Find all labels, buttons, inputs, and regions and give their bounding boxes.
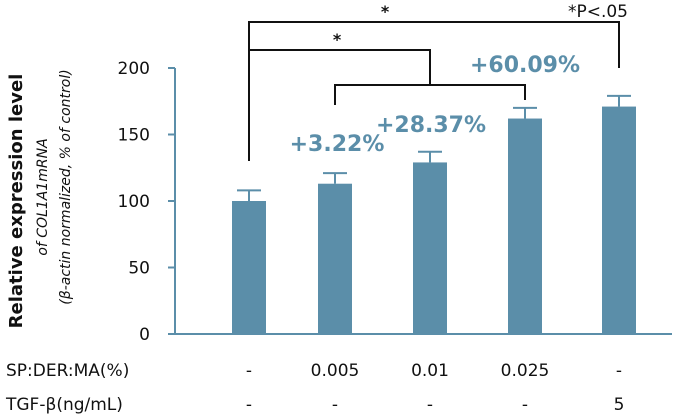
bar (413, 162, 447, 334)
significance-note: *P<.05 (568, 2, 628, 22)
significance-brackets: * *P<.05 * (248, 2, 628, 161)
y-tick-label: 0 (139, 325, 150, 345)
condition-cell: 0.01 (411, 361, 449, 381)
y-tick-label: 150 (118, 126, 150, 146)
y-axis-title: Relative expression level (6, 74, 27, 329)
condition-cell: 0.025 (501, 361, 550, 381)
labels-layer: +3.22%+28.37% +60.09% SP:DER:MA(%) - 0.005 0.… (5, 53, 624, 415)
bracket-inner (248, 49, 431, 161)
condition-cell: 5 (614, 395, 625, 415)
significance-star-outer: * (381, 2, 390, 21)
percent-change-label: +60.09% (470, 53, 580, 78)
y-axis-subtitle-2: (β-actin normalized, % of control) (58, 69, 74, 304)
y-axis-subtitle: of COL1A1mRNA (35, 138, 51, 255)
y-tick-label: 50 (128, 259, 150, 279)
bar (602, 106, 636, 334)
bar (318, 183, 352, 334)
bar (232, 201, 266, 334)
condition-cell: - (616, 361, 622, 381)
condition-cell: - (332, 395, 338, 415)
y-tick-label: 200 (118, 59, 150, 79)
condition-row-label: SP:DER:MA(%) (6, 361, 129, 381)
condition-cell: - (522, 395, 528, 415)
bracket-group (334, 84, 526, 105)
condition-cell: - (246, 395, 252, 415)
condition-cell: - (246, 361, 252, 381)
bar (508, 118, 542, 334)
significance-star-inner: * (333, 30, 342, 49)
percent-change-label: +28.37% (376, 113, 486, 138)
condition-row-label: TGF-β(ng/mL) (5, 395, 123, 415)
axis-layer: 0 50 100 150 200 Relative expression level of … (6, 59, 672, 345)
bars-layer (232, 94, 636, 334)
condition-cell: - (427, 395, 433, 415)
percent-change-label: +3.22% (290, 132, 385, 157)
y-tick-label: 100 (118, 192, 150, 212)
condition-cell: 0.005 (311, 361, 360, 381)
